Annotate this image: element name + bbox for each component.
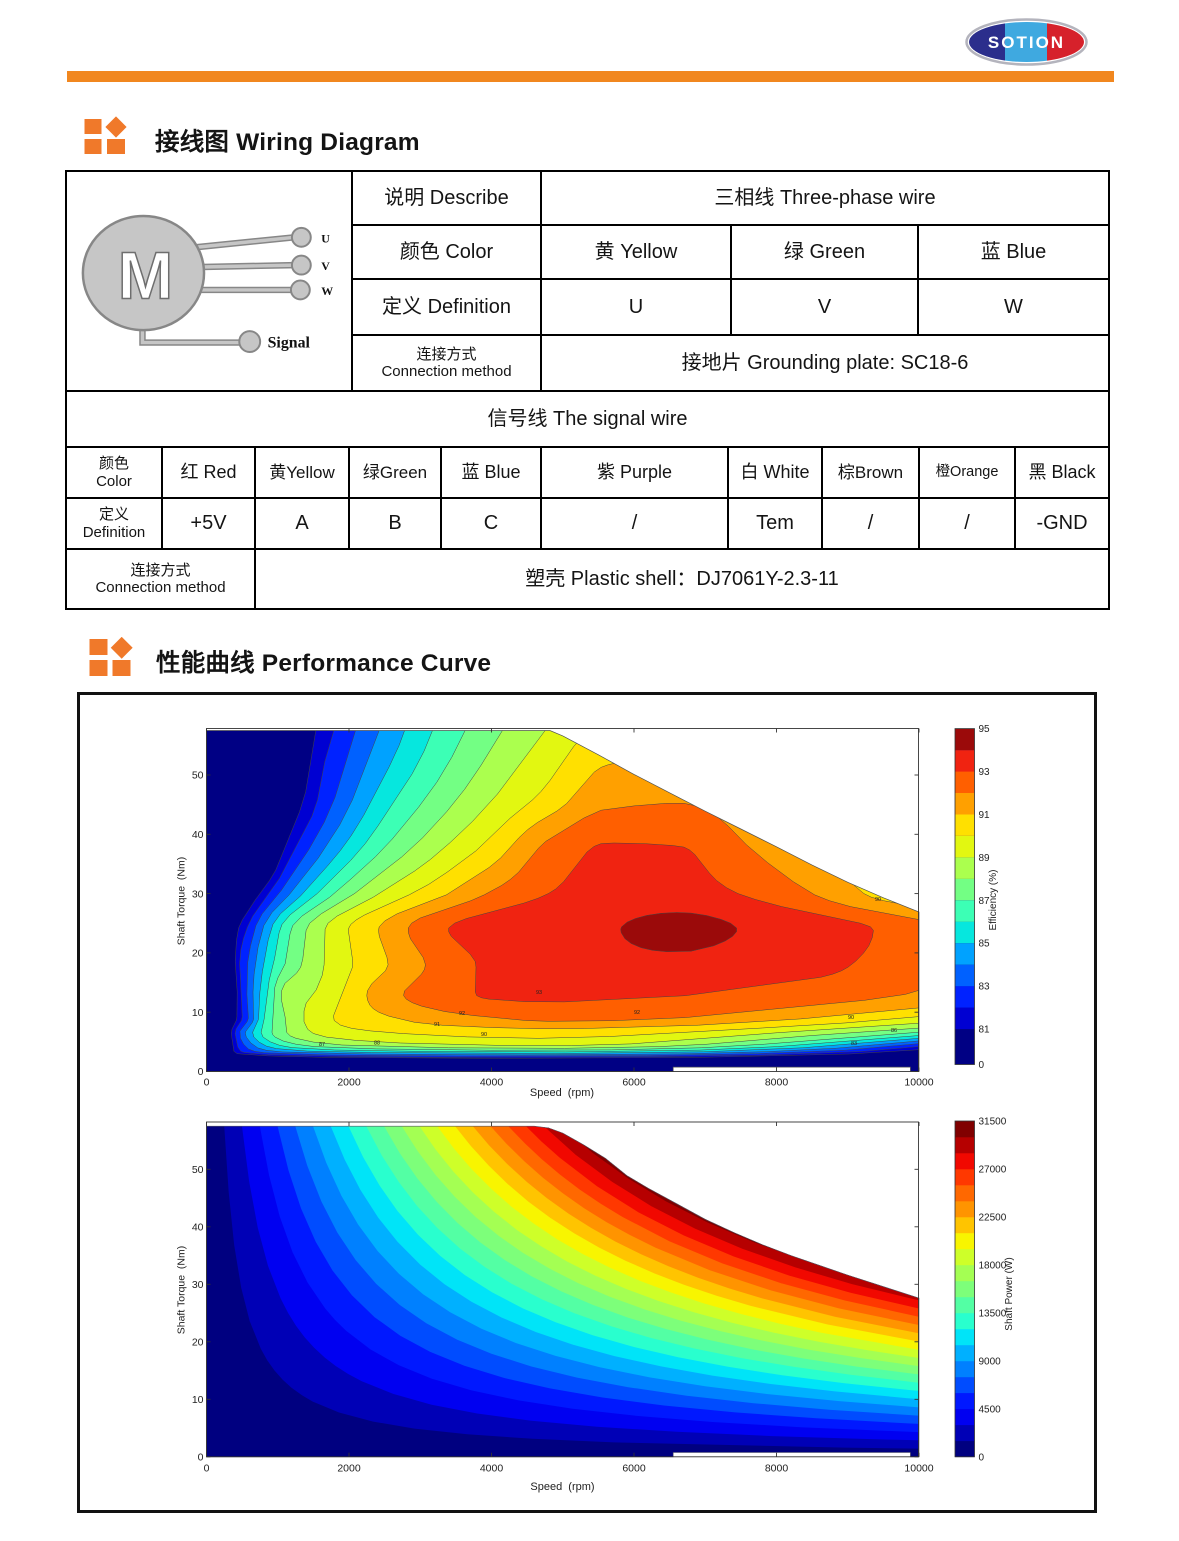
svg-text:30: 30 <box>192 1279 204 1291</box>
svg-text:40: 40 <box>192 829 204 841</box>
svg-text:90: 90 <box>875 897 881 903</box>
svg-text:81: 81 <box>979 1025 991 1036</box>
svg-text:27000: 27000 <box>979 1165 1007 1176</box>
svg-text:91: 91 <box>434 1022 440 1028</box>
svg-text:Shaft Power (W): Shaft Power (W) <box>1004 1257 1015 1330</box>
svg-text:92: 92 <box>459 1011 465 1017</box>
svg-text:13500: 13500 <box>979 1308 1007 1319</box>
svg-text:6000: 6000 <box>622 1077 646 1089</box>
svg-text:50: 50 <box>192 1164 204 1176</box>
svg-text:8000: 8000 <box>765 1463 789 1475</box>
svg-text:92: 92 <box>634 1010 640 1016</box>
svg-text:20: 20 <box>192 948 204 960</box>
svg-text:85: 85 <box>979 939 991 950</box>
svg-text:6000: 6000 <box>622 1463 646 1475</box>
svg-text:V: V <box>321 259 330 273</box>
svg-text:W: W <box>321 284 333 298</box>
svg-text:Efficiency (%): Efficiency (%) <box>988 870 999 931</box>
svg-text:Speed (rpm): Speed (rpm) <box>530 1087 594 1099</box>
svg-text:40: 40 <box>192 1222 204 1234</box>
svg-text:86: 86 <box>891 1028 897 1034</box>
svg-text:90: 90 <box>481 1032 487 1038</box>
svg-text:Shaft Torque (Nm): Shaft Torque (Nm) <box>176 857 188 946</box>
svg-text:4000: 4000 <box>480 1077 504 1089</box>
svg-text:89: 89 <box>979 853 991 864</box>
svg-text:0: 0 <box>204 1077 210 1089</box>
svg-text:9000: 9000 <box>979 1356 1002 1367</box>
svg-text:31500: 31500 <box>979 1117 1007 1128</box>
svg-text:0: 0 <box>204 1463 210 1475</box>
svg-text:U: U <box>321 231 330 245</box>
svg-text:0: 0 <box>198 1066 204 1078</box>
svg-text:18000: 18000 <box>979 1260 1007 1271</box>
svg-text:10000: 10000 <box>904 1463 933 1475</box>
svg-text:87: 87 <box>979 896 991 907</box>
svg-text:2000: 2000 <box>337 1463 361 1475</box>
svg-text:22500: 22500 <box>979 1212 1007 1223</box>
svg-text:10: 10 <box>192 1007 204 1019</box>
svg-text:83: 83 <box>979 982 991 993</box>
svg-text:83: 83 <box>851 1041 857 1047</box>
svg-text:Signal: Signal <box>268 335 311 352</box>
svg-text:93: 93 <box>536 990 542 996</box>
svg-text:M: M <box>118 239 173 313</box>
svg-text:8000: 8000 <box>765 1077 789 1089</box>
svg-text:4000: 4000 <box>480 1463 504 1475</box>
svg-text:SOTION: SOTION <box>988 33 1065 52</box>
svg-text:93: 93 <box>979 767 991 778</box>
svg-text:90: 90 <box>848 1015 854 1021</box>
svg-text:4500: 4500 <box>979 1404 1002 1415</box>
svg-text:88: 88 <box>374 1041 380 1047</box>
svg-text:30: 30 <box>192 888 204 900</box>
svg-text:50: 50 <box>192 770 204 782</box>
svg-text:87: 87 <box>319 1042 325 1048</box>
svg-text:10000: 10000 <box>904 1077 933 1089</box>
svg-text:10: 10 <box>192 1394 204 1406</box>
svg-text:0: 0 <box>198 1452 204 1464</box>
svg-text:20: 20 <box>192 1337 204 1349</box>
svg-text:Speed (rpm): Speed (rpm) <box>530 1481 594 1493</box>
svg-text:91: 91 <box>979 810 991 821</box>
svg-text:95: 95 <box>979 724 991 735</box>
svg-text:0: 0 <box>979 1060 985 1071</box>
svg-text:Shaft Torque (Nm): Shaft Torque (Nm) <box>176 1246 188 1335</box>
svg-text:0: 0 <box>979 1452 985 1463</box>
svg-text:2000: 2000 <box>337 1077 361 1089</box>
